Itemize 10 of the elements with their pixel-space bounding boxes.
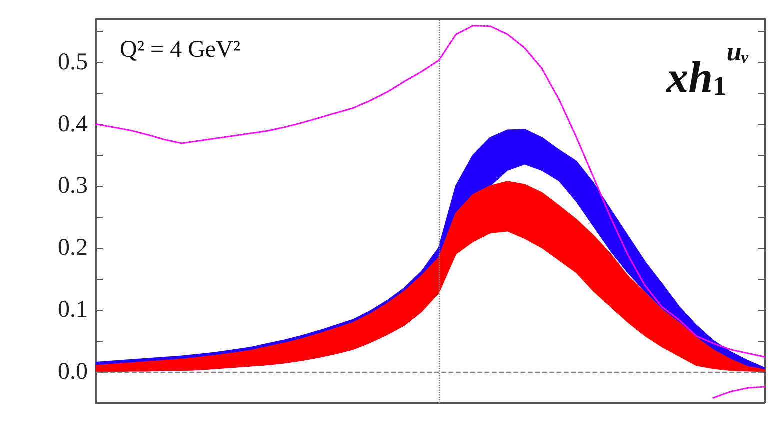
line-series — [95, 25, 766, 358]
y-tick-label: 0.4 — [58, 111, 88, 138]
annotation: xh1uᵥ — [666, 36, 749, 102]
line-series — [712, 386, 766, 399]
y-tick-label: 0.0 — [58, 359, 88, 386]
y-tick-label: 0.2 — [58, 235, 88, 262]
annotation: Q² = 4 GeV² — [120, 37, 241, 63]
y-tick-label: 0.3 — [58, 173, 88, 200]
y-tick-label: 0.1 — [58, 297, 88, 324]
y-tick-label: 0.5 — [58, 49, 88, 76]
